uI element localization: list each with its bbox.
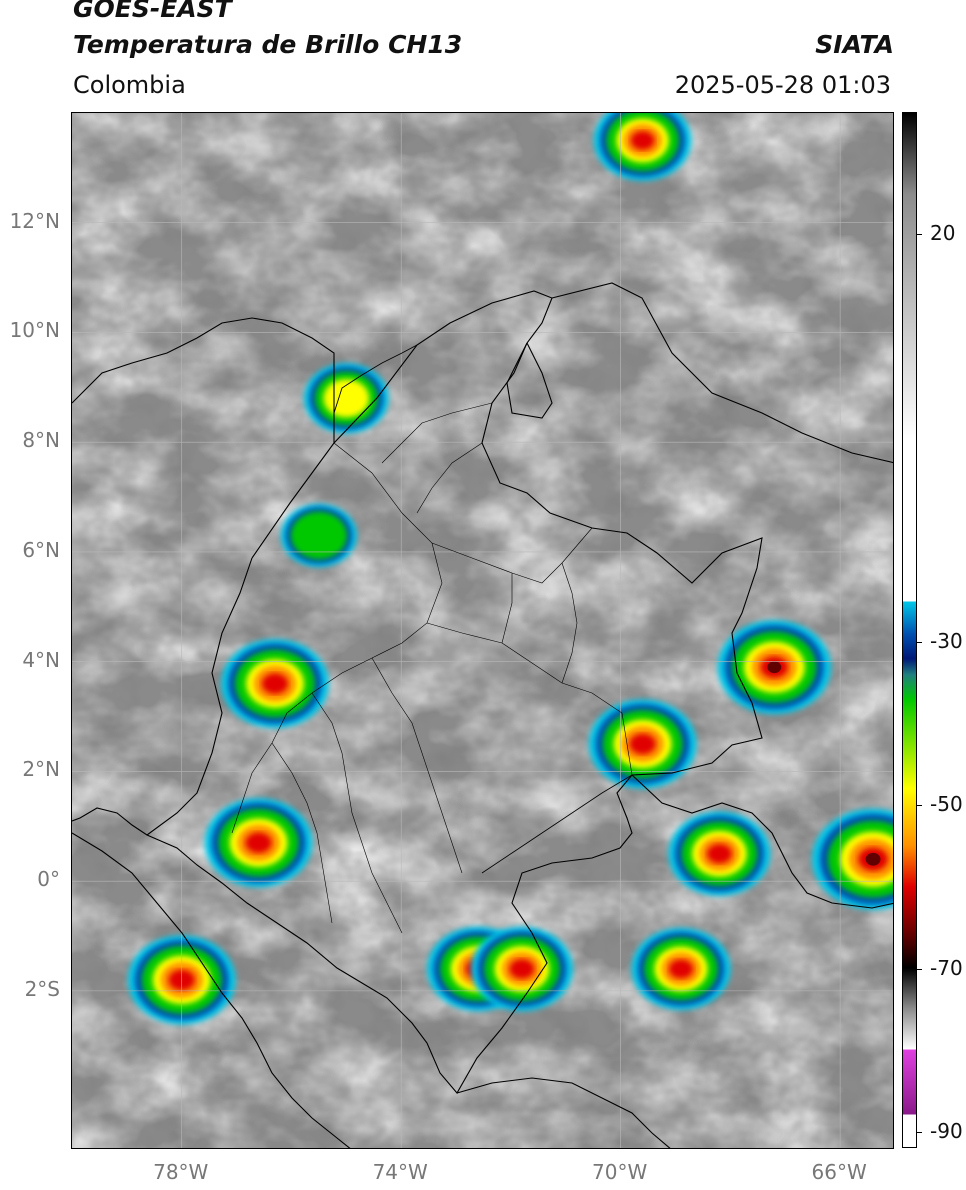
organization-label: SIATA xyxy=(815,30,894,59)
storm-cell xyxy=(303,363,389,434)
colorbar-tick-label: -90 xyxy=(930,1118,963,1143)
storm-cell xyxy=(204,798,313,888)
lat-tick-label: 4°N xyxy=(22,647,60,672)
timestamp-label: 2025-05-28 01:03 xyxy=(674,71,891,99)
coastline-pacific xyxy=(146,557,253,836)
amazon-river xyxy=(481,774,633,874)
lat-tick-label: 0° xyxy=(37,867,60,892)
storm-cell xyxy=(470,926,573,1012)
lat-tick-label: 2°N xyxy=(22,757,60,782)
colorbar-tick xyxy=(917,968,922,970)
region-label: Colombia xyxy=(73,71,186,99)
colorbar-tick xyxy=(917,1131,922,1133)
coastline-caribbean xyxy=(333,344,418,414)
colorbar xyxy=(902,112,917,1148)
lon-tick-label: 66°W xyxy=(811,1160,867,1184)
colorbar-tick xyxy=(917,234,922,236)
storm-cell xyxy=(588,699,697,789)
borders xyxy=(72,282,893,1148)
dept-lines xyxy=(231,402,633,934)
product-title: Temperatura de Brillo CH13 xyxy=(73,30,463,59)
ecuador-peru-border xyxy=(72,832,351,1148)
lat-tick-label: 10°N xyxy=(9,318,60,343)
colorbar-tick-label: 20 xyxy=(930,221,956,246)
satellite-title: GOES-EAST xyxy=(73,0,232,23)
peru-brazil-border xyxy=(456,1077,671,1148)
storm-cell xyxy=(717,620,832,715)
satellite-map xyxy=(71,112,894,1149)
storm-cell xyxy=(593,113,692,181)
colorbar-tick xyxy=(917,642,922,644)
storm-cell xyxy=(631,927,731,1010)
lon-tick-label: 74°W xyxy=(372,1160,428,1184)
colorbar-tick-label: -70 xyxy=(930,955,963,980)
colorbar-tick-label: -50 xyxy=(930,792,963,817)
colorbar-tick xyxy=(917,805,922,807)
gridlines xyxy=(72,113,893,1148)
colorbar-tick-label: -30 xyxy=(930,629,963,654)
convective-storms xyxy=(127,113,893,1025)
lon-tick-label: 78°W xyxy=(153,1160,209,1184)
lon-tick-label: 70°W xyxy=(592,1160,648,1184)
lat-tick-label: 12°N xyxy=(9,208,60,233)
storm-cell xyxy=(221,639,329,729)
storm-cell xyxy=(811,808,893,910)
lat-tick-label: 8°N xyxy=(22,428,60,453)
lat-tick-label: 6°N xyxy=(22,537,60,562)
venezuela-border xyxy=(506,282,893,464)
storm-cell xyxy=(668,811,771,896)
storm-cell xyxy=(280,504,357,567)
brazil-border xyxy=(631,774,893,909)
panama-border xyxy=(72,317,335,443)
lat-tick-label: 2°S xyxy=(24,976,60,1001)
